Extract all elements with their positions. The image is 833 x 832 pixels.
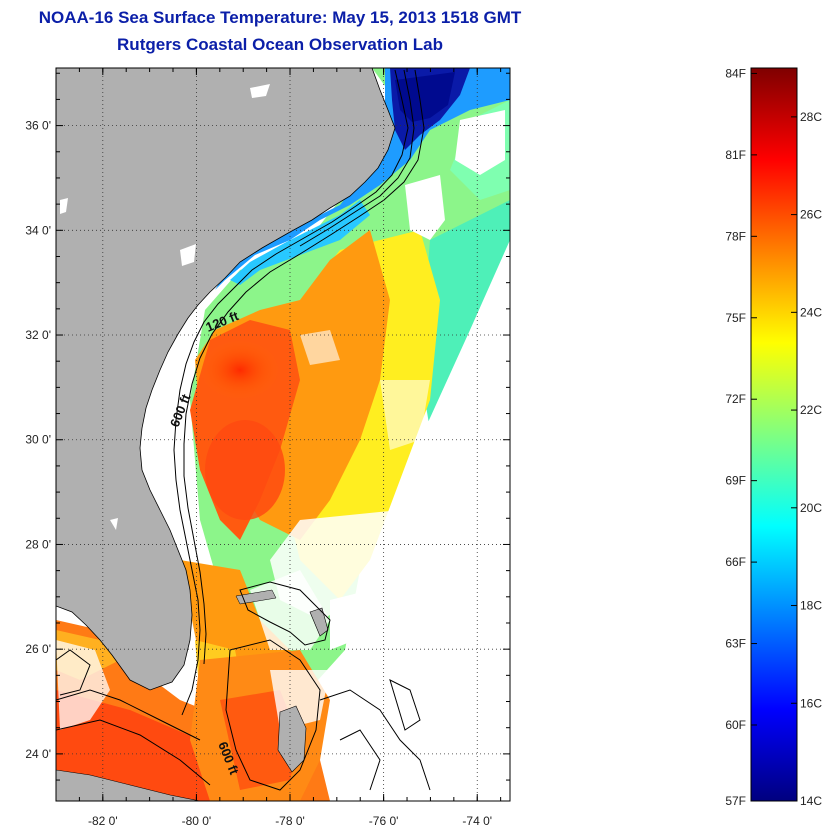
colorbar-f-label: 69F [725,474,746,488]
colorbar-gradient [750,67,798,802]
lon-label: -82 0' [88,814,118,828]
colorbar: 84F 81F 78F 75F 72F 69F 66F 63F 60F 57F 28C 26C 24C… [725,66,822,808]
lon-label: -74 0' [462,814,492,828]
colorbar-f-label: 63F [725,637,746,651]
land [56,68,396,801]
colorbar-c-label: 24C [800,305,822,319]
colorbar-f-label: 72F [725,392,746,406]
lat-label: 26 0' [25,642,51,656]
colorbar-c-label: 18C [800,599,822,613]
colorbar-f-label: 57F [725,794,746,808]
colorbar-c-label: 14C [800,794,822,808]
longitude-axis: -82 0' -80 0' -78 0' -76 0' -74 0' [88,814,492,828]
colorbar-c-label: 28C [800,110,822,124]
colorbar-f-label: 66F [725,555,746,569]
lat-label: 30 0' [25,433,51,447]
lat-label: 34 0' [25,223,51,237]
lat-label: 28 0' [25,537,51,551]
lon-label: -80 0' [182,814,212,828]
lon-label: -78 0' [275,814,305,828]
colorbar-f-label: 84F [725,66,746,80]
cuba-land [56,769,201,801]
colorbar-c-label: 22C [800,403,822,417]
map-ticks [55,68,510,801]
latitude-axis: 36 0' 34 0' 32 0' 30 0' 28 0' 26 0' 24 0' [25,119,51,761]
colorbar-fahrenheit-labels: 84F 81F 78F 75F 72F 69F 66F 63F 60F 57F [725,66,757,808]
sst-swath [56,68,510,801]
lon-label: -76 0' [369,814,399,828]
colorbar-f-label: 78F [725,229,746,243]
sst-map: 120 ft 600 ft 600 ft [56,68,510,801]
colorbar-celsius-labels: 28C 26C 24C 22C 20C 18C 16C 14C [791,110,822,808]
colorbar-c-label: 16C [800,696,822,710]
colorbar-f-label: 60F [725,718,746,732]
mainland-land [56,68,396,691]
map-frame [55,67,511,802]
lat-label: 36 0' [25,119,51,133]
colorbar-f-label: 81F [725,148,746,162]
colorbar-c-label: 20C [800,501,822,515]
title-line-2: Rutgers Coastal Ocean Observation Lab [117,35,443,54]
lat-label: 24 0' [25,747,51,761]
isobath-lines [56,69,431,791]
title-line-1: NOAA-16 Sea Surface Temperature: May 15,… [38,8,522,27]
colorbar-c-label: 26C [800,208,822,222]
lat-label: 32 0' [25,328,51,342]
grand-bahama-land [235,589,277,605]
colorbar-f-label: 75F [725,311,746,325]
